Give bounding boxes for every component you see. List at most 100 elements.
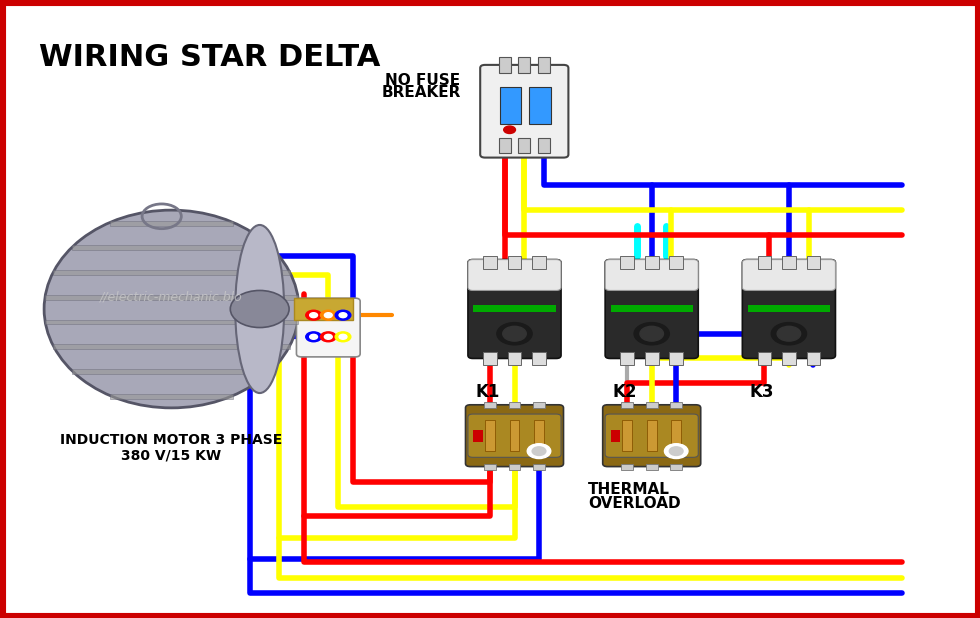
Text: OVERLOAD: OVERLOAD	[588, 496, 681, 511]
Bar	[538, 57, 550, 72]
Bar	[484, 402, 496, 408]
Bar	[53, 270, 290, 275]
Circle shape	[324, 334, 332, 339]
Bar	[73, 369, 270, 374]
Bar	[621, 402, 633, 408]
Circle shape	[504, 126, 515, 133]
Bar	[73, 245, 270, 250]
Bar	[529, 87, 551, 124]
Circle shape	[503, 326, 526, 341]
FancyBboxPatch shape	[606, 260, 698, 358]
Bar	[533, 464, 545, 470]
Bar	[538, 138, 550, 153]
Bar	[110, 221, 233, 226]
Bar	[646, 402, 658, 408]
Circle shape	[230, 290, 289, 328]
Bar	[621, 464, 633, 470]
Bar	[647, 420, 657, 451]
Bar	[499, 138, 511, 153]
FancyBboxPatch shape	[466, 405, 564, 467]
Text: WIRING STAR DELTA: WIRING STAR DELTA	[39, 43, 380, 72]
Text: BREAKER: BREAKER	[381, 85, 461, 100]
Text: //electric-mechanic.blo: //electric-mechanic.blo	[100, 290, 243, 303]
FancyBboxPatch shape	[606, 414, 698, 457]
Bar	[669, 352, 683, 365]
Bar	[485, 420, 495, 451]
Circle shape	[664, 444, 688, 459]
Bar	[508, 352, 521, 365]
Circle shape	[335, 332, 351, 342]
Circle shape	[669, 447, 683, 455]
Bar	[645, 352, 659, 365]
Text: K2: K2	[612, 383, 637, 401]
Ellipse shape	[235, 225, 284, 393]
Bar	[110, 394, 233, 399]
Circle shape	[771, 323, 807, 345]
FancyBboxPatch shape	[468, 414, 561, 457]
Bar	[622, 420, 632, 451]
Text: K3: K3	[750, 383, 774, 401]
Bar	[532, 256, 546, 269]
Bar	[620, 256, 634, 269]
Bar	[670, 464, 682, 470]
Bar	[533, 402, 545, 408]
Bar	[669, 256, 683, 269]
Circle shape	[320, 332, 336, 342]
Bar	[483, 352, 497, 365]
Bar	[782, 352, 796, 365]
Bar	[500, 87, 521, 124]
FancyBboxPatch shape	[468, 260, 561, 290]
FancyBboxPatch shape	[296, 298, 361, 357]
Bar	[499, 57, 511, 72]
Bar	[611, 430, 620, 442]
Bar	[484, 464, 496, 470]
Text: NO FUSE: NO FUSE	[385, 73, 461, 88]
Circle shape	[310, 313, 318, 318]
Circle shape	[306, 332, 321, 342]
FancyBboxPatch shape	[606, 260, 698, 290]
Text: INDUCTION MOTOR 3 PHASE: INDUCTION MOTOR 3 PHASE	[61, 433, 282, 447]
Circle shape	[310, 334, 318, 339]
Bar	[518, 57, 530, 72]
Circle shape	[320, 310, 336, 320]
Bar	[518, 138, 530, 153]
Bar	[807, 352, 820, 365]
Bar	[509, 402, 520, 408]
FancyBboxPatch shape	[743, 260, 835, 358]
FancyBboxPatch shape	[480, 65, 568, 158]
Circle shape	[339, 334, 347, 339]
Circle shape	[339, 313, 347, 318]
Bar	[645, 256, 659, 269]
Bar	[532, 352, 546, 365]
Bar	[483, 256, 497, 269]
Bar	[510, 420, 519, 451]
Circle shape	[634, 323, 669, 345]
Bar	[620, 352, 634, 365]
Circle shape	[527, 444, 551, 459]
Circle shape	[306, 310, 321, 320]
Bar	[53, 344, 290, 349]
Bar	[509, 464, 520, 470]
Bar	[508, 256, 521, 269]
Bar	[646, 464, 658, 470]
Circle shape	[324, 313, 332, 318]
Circle shape	[497, 323, 532, 345]
Bar	[611, 305, 693, 312]
Bar	[473, 430, 483, 442]
FancyBboxPatch shape	[468, 260, 561, 358]
Bar	[758, 256, 771, 269]
Circle shape	[335, 310, 351, 320]
Circle shape	[777, 326, 801, 341]
Bar	[807, 256, 820, 269]
Text: 380 V/15 KW: 380 V/15 KW	[122, 448, 221, 462]
Bar	[473, 305, 556, 312]
Bar	[294, 298, 353, 320]
Bar	[45, 295, 298, 300]
Bar	[670, 402, 682, 408]
Ellipse shape	[44, 210, 299, 408]
Text: K1: K1	[475, 383, 500, 401]
Circle shape	[640, 326, 663, 341]
Bar	[758, 352, 771, 365]
Bar	[534, 420, 544, 451]
FancyBboxPatch shape	[603, 405, 701, 467]
